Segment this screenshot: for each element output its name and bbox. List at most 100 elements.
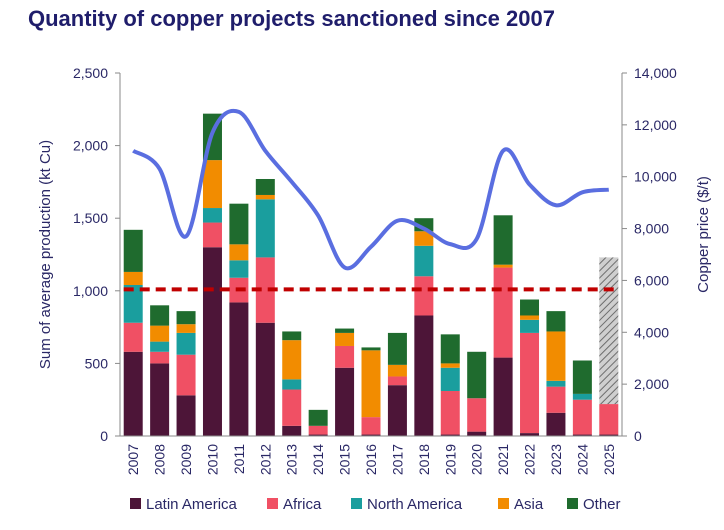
bar-segment-latin-america [229, 302, 249, 436]
bar-segment-africa [123, 322, 143, 352]
bar-segment-latin-america [493, 357, 513, 436]
x-tick-label: 2024 [574, 444, 590, 475]
axes-layer [115, 72, 627, 437]
bar-segment-latin-america [150, 363, 170, 436]
x-tick-label: 2016 [363, 444, 379, 475]
bar-segment-africa [493, 267, 513, 358]
bar-segment-north-america [414, 245, 434, 277]
legend-label-asia: Asia [514, 496, 544, 513]
bar-segment-other [387, 332, 407, 365]
bar-segment-other [520, 299, 540, 316]
legend-label-north-america: North America [367, 496, 463, 513]
bar-segment-latin-america [282, 425, 302, 436]
y2-tick-label: 12,000 [634, 117, 677, 133]
x-tick-label: 2022 [522, 444, 538, 475]
bar-segment-africa [546, 386, 566, 413]
bar-segment-africa [361, 417, 381, 435]
bar-segment-asia [229, 244, 249, 261]
bar-segment-asia [150, 325, 170, 342]
bar-segment-latin-america [599, 434, 619, 436]
bar-segment-africa [520, 332, 540, 434]
legend-swatch-latin-america [130, 498, 141, 509]
bars-layer [123, 113, 619, 436]
bar-segment-africa [150, 351, 170, 364]
bar-segment-latin-america [361, 434, 381, 436]
legend-swatch-other [567, 498, 578, 509]
bar-segment-asia [123, 271, 143, 285]
bar-segment-latin-america [176, 395, 196, 436]
bar-segment-asia [202, 160, 222, 209]
y-tick-label: 2,500 [73, 65, 108, 81]
bar-segment-asia [546, 331, 566, 381]
bar-segment-other [493, 215, 513, 265]
bar-segment-other [440, 334, 460, 364]
x-tick-label: 2012 [257, 444, 273, 475]
x-tick-label: 2021 [495, 444, 511, 475]
y-tick-label: 500 [85, 355, 109, 371]
bar-segment-other [308, 409, 328, 426]
bar-segment-asia [493, 264, 513, 268]
bar-segment-other [467, 351, 487, 399]
bar-segment-north-america [282, 379, 302, 390]
bar-segment-asia [440, 363, 460, 368]
bar-segment-north-america [202, 208, 222, 223]
bar-segment-north-america [520, 319, 540, 333]
x-tick-label: 2018 [416, 444, 432, 475]
lines-layer [123, 108, 619, 292]
y-axis-title: Sum of average production (kt Cu) [37, 140, 54, 369]
bar-segment-other [361, 347, 381, 351]
bar-segment-north-america [229, 260, 249, 278]
y2-tick-label: 4,000 [634, 324, 669, 340]
bar-segment-africa [255, 257, 275, 323]
x-tick-label: 2011 [231, 444, 247, 474]
x-tick-label: 2013 [284, 444, 300, 475]
bar-segment-asia [414, 231, 434, 246]
bar-segment-africa [572, 399, 592, 435]
bar-segment-latin-america [308, 434, 328, 436]
legend-label-latin-america: Latin America [146, 496, 238, 513]
legend-label-other: Other [583, 496, 621, 513]
y2-tick-label: 6,000 [634, 272, 669, 288]
bar-segment-asia [255, 194, 275, 200]
chart-title: Quantity of copper projects sanctioned s… [28, 6, 555, 31]
bar-segment-africa [335, 345, 355, 368]
bar-segment-other [150, 305, 170, 326]
bar-segment-north-america [176, 332, 196, 355]
legend: Latin America Africa North America Asia Othe… [130, 496, 621, 513]
bar-segment-north-america [440, 367, 460, 391]
legend-swatch-asia [498, 498, 509, 509]
x-tick-label: 2020 [469, 444, 485, 475]
copper-price-line [132, 108, 609, 271]
bar-segment-asia [361, 350, 381, 418]
x-tick-label: 2025 [601, 444, 617, 475]
y2-tick-label: 2,000 [634, 376, 669, 392]
bar-segment-latin-america [546, 412, 566, 436]
bar-segment-other [123, 229, 143, 272]
y2-tick-label: 14,000 [634, 65, 677, 81]
bar-segment-africa [467, 398, 487, 432]
bar-segment-africa [599, 404, 619, 435]
bar-segment-africa [387, 376, 407, 386]
bar-segment-latin-america [572, 434, 592, 436]
bar-segment-other [282, 331, 302, 341]
bar-segment-asia [520, 315, 540, 320]
y-tick-label: 0 [100, 428, 108, 444]
y-tick-label: 1,000 [73, 283, 108, 299]
bar-segment-other [255, 178, 275, 195]
bar-segment-latin-america [387, 385, 407, 436]
legend-swatch-north-america [351, 498, 362, 509]
bar-segment-latin-america [440, 434, 460, 436]
bar-segment-asia [387, 364, 407, 377]
bar-segment-other [546, 311, 566, 332]
bar-segment-latin-america [467, 431, 487, 436]
x-tick-label: 2009 [178, 444, 194, 475]
y2-axis-title: Copper price ($/t) [695, 176, 712, 293]
bar-segment-north-america [546, 380, 566, 387]
x-tick-label: 2023 [548, 444, 564, 475]
y-tick-label: 1,500 [73, 210, 108, 226]
y2-tick-label: 0 [634, 428, 642, 444]
bar-segment-africa [308, 425, 328, 435]
x-tick-label: 2007 [125, 444, 141, 475]
bar-segment-north-america [255, 199, 275, 258]
